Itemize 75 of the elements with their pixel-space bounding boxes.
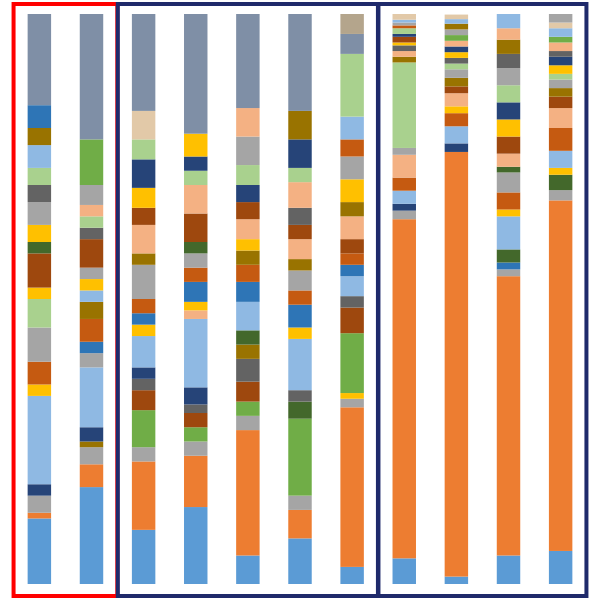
bar — [79, 487, 104, 584]
bar — [184, 318, 208, 388]
bar — [340, 14, 364, 34]
bar — [392, 558, 416, 584]
bar — [184, 404, 208, 413]
bar — [548, 190, 573, 201]
bar — [236, 165, 260, 185]
bar — [236, 381, 260, 402]
bar — [496, 249, 521, 263]
bar — [79, 227, 104, 240]
bar — [184, 427, 208, 442]
bar — [340, 566, 364, 584]
bar — [27, 518, 52, 584]
bar — [131, 447, 156, 462]
bar — [548, 174, 573, 191]
bar — [236, 401, 260, 416]
bar — [548, 65, 573, 74]
bar — [392, 210, 416, 220]
bar — [27, 224, 52, 242]
bar — [288, 401, 312, 419]
bar — [548, 200, 573, 551]
bar — [548, 550, 573, 584]
bar — [548, 51, 573, 57]
bar — [340, 276, 364, 297]
bar — [548, 88, 573, 97]
bar — [288, 304, 312, 328]
bar — [496, 555, 521, 584]
bar — [184, 170, 208, 185]
bar — [236, 430, 260, 556]
bar — [340, 398, 364, 408]
bar — [131, 378, 156, 391]
bar — [340, 264, 364, 277]
bar — [496, 119, 521, 137]
bar — [184, 413, 208, 428]
bar — [79, 301, 104, 319]
bar — [496, 276, 521, 556]
bar — [131, 390, 156, 411]
bar — [131, 529, 156, 584]
bar — [79, 447, 104, 465]
bar — [79, 14, 104, 140]
bar — [236, 14, 260, 109]
bar — [288, 538, 312, 584]
bar — [444, 151, 469, 577]
bar — [444, 52, 469, 58]
bar — [288, 418, 312, 496]
bar — [27, 185, 52, 203]
bar — [236, 330, 260, 345]
bar — [184, 441, 208, 456]
bar — [444, 576, 469, 584]
bar — [184, 507, 208, 584]
bar — [184, 242, 208, 254]
bar — [131, 110, 156, 140]
bar — [27, 14, 52, 106]
bar — [236, 415, 260, 431]
bar — [288, 509, 312, 539]
bar — [131, 336, 156, 368]
bar — [496, 269, 521, 277]
bar — [236, 358, 260, 382]
bar — [27, 242, 52, 254]
bar — [131, 410, 156, 448]
bar — [79, 464, 104, 488]
bar — [236, 239, 260, 251]
bar — [131, 461, 156, 530]
bar — [184, 14, 208, 134]
bar — [288, 495, 312, 510]
bar — [131, 14, 156, 111]
bar — [236, 555, 260, 584]
bar — [340, 407, 364, 567]
bar — [288, 167, 312, 183]
bar — [392, 219, 416, 559]
bar — [288, 14, 312, 111]
bar — [27, 495, 52, 513]
bar — [184, 455, 208, 508]
bar — [288, 207, 312, 225]
bar — [288, 390, 312, 402]
